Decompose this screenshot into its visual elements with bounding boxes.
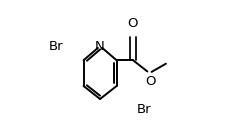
Text: O: O xyxy=(145,75,155,88)
Text: Br: Br xyxy=(136,103,151,116)
Text: Br: Br xyxy=(49,40,63,53)
Text: O: O xyxy=(127,17,138,30)
Text: N: N xyxy=(95,40,104,53)
